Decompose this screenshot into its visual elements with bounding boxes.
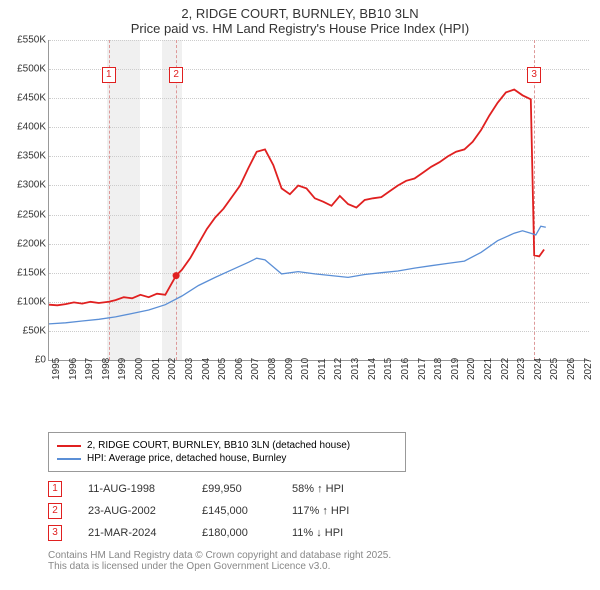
footer-line1: Contains HM Land Registry data © Crown c… — [48, 550, 600, 561]
chart-marker: 3 — [527, 67, 541, 83]
x-axis-label: 2016 — [400, 358, 411, 380]
x-axis-label: 1998 — [101, 358, 112, 380]
table-row: 3 21-MAR-2024 £180,000 11% ↓ HPI — [48, 522, 600, 544]
transaction-price: £99,950 — [202, 483, 266, 495]
transaction-date: 23-AUG-2002 — [88, 505, 176, 517]
x-axis-label: 1995 — [51, 358, 62, 380]
table-row: 1 11-AUG-1998 £99,950 58% ↑ HPI — [48, 478, 600, 500]
x-axis-label: 2007 — [250, 358, 261, 380]
sale-point-icon — [173, 272, 180, 279]
x-axis-label: 2006 — [234, 358, 245, 380]
legend-label: HPI: Average price, detached house, Burn… — [87, 453, 286, 464]
series-hpi — [49, 226, 546, 324]
y-axis-label: £200K — [10, 238, 46, 249]
y-axis-label: £550K — [10, 35, 46, 46]
y-axis-label: £350K — [10, 151, 46, 162]
x-axis-label: 2020 — [466, 358, 477, 380]
transaction-price: £145,000 — [202, 505, 266, 517]
y-axis-label: £450K — [10, 93, 46, 104]
x-axis-label: 2024 — [533, 358, 544, 380]
series-price_paid — [49, 90, 544, 306]
transaction-date: 21-MAR-2024 — [88, 527, 176, 539]
y-axis-label: £300K — [10, 180, 46, 191]
legend: 2, RIDGE COURT, BURNLEY, BB10 3LN (detac… — [48, 432, 406, 472]
x-axis-label: 1996 — [68, 358, 79, 380]
x-axis-label: 2019 — [450, 358, 461, 380]
transaction-price: £180,000 — [202, 527, 266, 539]
x-axis-label: 2000 — [134, 358, 145, 380]
x-axis-label: 1997 — [84, 358, 95, 380]
x-axis-label: 2022 — [500, 358, 511, 380]
title-line2: Price paid vs. HM Land Registry's House … — [0, 21, 600, 36]
x-axis-label: 2025 — [549, 358, 560, 380]
transaction-marker: 1 — [48, 481, 62, 497]
x-axis-label: 2023 — [516, 358, 527, 380]
y-axis-label: £400K — [10, 122, 46, 133]
legend-swatch — [57, 445, 81, 447]
footer-attribution: Contains HM Land Registry data © Crown c… — [48, 550, 600, 572]
chart-marker: 1 — [102, 67, 116, 83]
title-line1: 2, RIDGE COURT, BURNLEY, BB10 3LN — [0, 6, 600, 21]
chart-marker: 2 — [169, 67, 183, 83]
y-axis-label: £500K — [10, 64, 46, 75]
x-axis-label: 2012 — [333, 358, 344, 380]
transaction-delta: 11% ↓ HPI — [292, 527, 343, 539]
x-axis-label: 2008 — [267, 358, 278, 380]
chart-title: 2, RIDGE COURT, BURNLEY, BB10 3LN Price … — [0, 0, 600, 36]
x-axis-label: 2010 — [300, 358, 311, 380]
legend-row: 2, RIDGE COURT, BURNLEY, BB10 3LN (detac… — [57, 439, 397, 452]
legend-row: HPI: Average price, detached house, Burn… — [57, 452, 397, 465]
transaction-delta: 117% ↑ HPI — [292, 505, 349, 517]
transaction-table: 1 11-AUG-1998 £99,950 58% ↑ HPI 2 23-AUG… — [48, 478, 600, 544]
x-axis-label: 2021 — [483, 358, 494, 380]
x-axis-label: 2002 — [167, 358, 178, 380]
x-axis-label: 2027 — [583, 358, 594, 380]
y-axis-label: £150K — [10, 267, 46, 278]
y-axis-label: £250K — [10, 209, 46, 220]
x-axis-label: 2003 — [184, 358, 195, 380]
legend-swatch — [57, 458, 81, 460]
legend-label: 2, RIDGE COURT, BURNLEY, BB10 3LN (detac… — [87, 440, 350, 451]
footer-line2: This data is licensed under the Open Gov… — [48, 561, 600, 572]
x-axis-label: 1999 — [117, 358, 128, 380]
x-axis-label: 2013 — [350, 358, 361, 380]
chart-area: £0 £50K £100K £150K £200K £250K £300K £350K £400… — [10, 40, 590, 390]
transaction-delta: 58% ↑ HPI — [292, 483, 344, 495]
y-axis-label: £0 — [10, 355, 46, 366]
x-axis-label: 2001 — [151, 358, 162, 380]
x-axis-label: 2017 — [417, 358, 428, 380]
x-axis-label: 2004 — [201, 358, 212, 380]
transaction-date: 11-AUG-1998 — [88, 483, 176, 495]
x-axis-label: 2015 — [383, 358, 394, 380]
table-row: 2 23-AUG-2002 £145,000 117% ↑ HPI — [48, 500, 600, 522]
x-axis-label: 2018 — [433, 358, 444, 380]
x-axis-label: 2011 — [317, 358, 328, 380]
plot-region: 1 2 3 — [48, 40, 589, 361]
x-axis-label: 2005 — [217, 358, 228, 380]
y-axis-label: £100K — [10, 296, 46, 307]
x-axis-label: 2014 — [367, 358, 378, 380]
y-axis-label: £50K — [10, 325, 46, 336]
x-axis-label: 2026 — [566, 358, 577, 380]
x-axis-label: 2009 — [284, 358, 295, 380]
transaction-marker: 2 — [48, 503, 62, 519]
transaction-marker: 3 — [48, 525, 62, 541]
